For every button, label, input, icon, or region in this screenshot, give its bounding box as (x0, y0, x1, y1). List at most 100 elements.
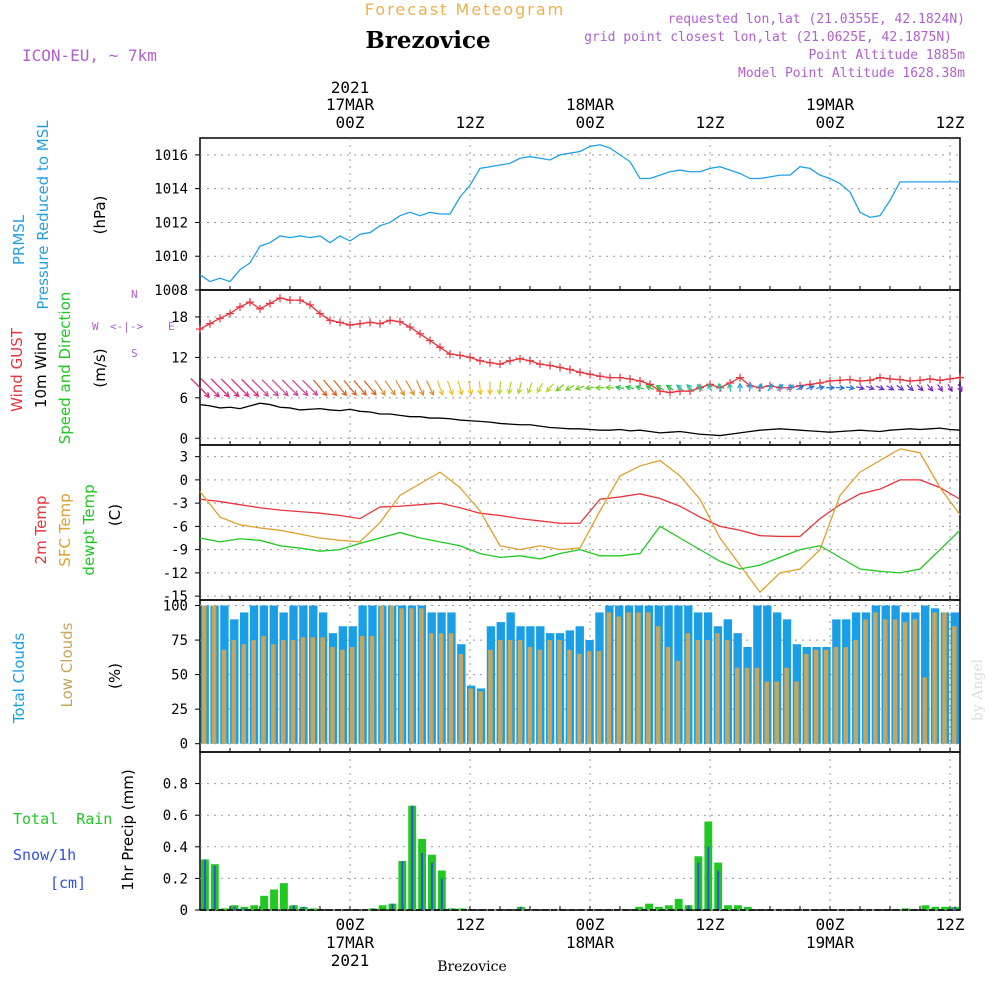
low-cloud-bar (330, 646, 335, 744)
low-cloud-bar (369, 635, 375, 744)
y-tick-label: 6 (180, 391, 188, 407)
precip-labels: Total Rain Snow/1h [cm] 1hr Precip (mm) (13, 769, 137, 892)
gust-marker (376, 319, 384, 328)
y-tick-label: 25 (171, 702, 188, 718)
snow-bar (243, 908, 246, 910)
series-prmsl (199, 144, 960, 283)
y-tick-label: 1016 (154, 148, 188, 164)
wind-arrow (353, 380, 367, 396)
precip-unit: 1hr Precip (mm) (119, 769, 137, 890)
gust-marker (626, 374, 634, 383)
gust-marker (236, 302, 244, 311)
snow-bar (450, 908, 453, 910)
gust-marker (326, 316, 334, 325)
snow-unit-label: [cm] (50, 874, 86, 892)
compass-e: E (168, 320, 175, 333)
gust-marker (406, 323, 414, 332)
bottom-time-label: 00Z (576, 915, 605, 934)
low-cloud-bar (211, 605, 217, 744)
low-cloud-bar (606, 612, 612, 744)
low-cloud-bar (359, 635, 365, 744)
wind-arrow (363, 380, 377, 396)
gust-marker (836, 376, 844, 385)
wind-arrow (786, 384, 795, 391)
snow-bar (440, 878, 443, 910)
rain-bar (674, 898, 683, 910)
gust-marker (486, 358, 494, 367)
rain-bar (279, 883, 288, 910)
gust-marker (556, 363, 564, 372)
top-date-label: 19MAR (806, 95, 855, 114)
wind-arrow (916, 384, 924, 392)
low-cloud-bar (626, 612, 631, 744)
gust-marker (656, 387, 664, 396)
low-cloud-bar (438, 633, 444, 744)
wind-direction-label: Speed and Direction (56, 292, 74, 445)
low-cloud-bar (468, 688, 473, 744)
low-cloud-bar (547, 640, 552, 744)
bottom-time-label: 00Z (336, 915, 365, 934)
y-tick-label: 0 (180, 431, 188, 447)
low-clouds-label: Low Clouds (58, 622, 76, 707)
low-cloud-bar (892, 619, 898, 744)
low-cloud-bar (596, 651, 602, 744)
low-cloud-bar (932, 612, 937, 744)
wind-arrow (776, 383, 784, 392)
rain-bar (220, 908, 229, 910)
y-tick-label: 0.2 (163, 871, 188, 887)
wind-arrow (796, 385, 805, 391)
gust-marker (806, 380, 814, 389)
rain-bar (941, 906, 950, 910)
bottom-time-label: 12Z (456, 915, 485, 934)
wind-arrow (574, 385, 585, 391)
low-cloud-bar (794, 681, 799, 744)
wind-10m-label: 10m Wind (32, 332, 50, 408)
wind-arrow (564, 384, 575, 391)
low-cloud-bar (656, 626, 661, 744)
wind-arrow (416, 380, 425, 397)
series-sfc-temp (199, 448, 961, 594)
wind-arrow (906, 384, 915, 392)
pressure-labels: PRMSL Pressure Reduced to MSL (hPa) (10, 120, 109, 310)
gust-marker (516, 354, 524, 363)
y-tick-label: 12 (171, 350, 188, 366)
wind-arrow (312, 379, 328, 397)
y-tick-label: -12 (163, 566, 188, 582)
low-cloud-bar (883, 619, 888, 744)
wind-arrow (866, 384, 875, 391)
rain-bar (260, 895, 269, 910)
low-cloud-bar (320, 637, 325, 744)
y-tick-label: 1012 (154, 215, 188, 231)
gust-marker (606, 373, 614, 382)
wind-arrow (190, 378, 211, 398)
low-cloud-bar (734, 667, 740, 744)
wind-arrow (343, 379, 357, 397)
wind-arrow (555, 384, 565, 392)
wind-arrow (937, 384, 944, 393)
gust-marker (496, 360, 504, 369)
y-tick-label: 0 (180, 903, 188, 919)
gust-marker (896, 375, 904, 384)
rain-bar (645, 903, 654, 910)
low-cloud-bar (429, 633, 434, 744)
wind-arrow (806, 385, 815, 391)
total-rain-label: Total Rain (13, 810, 112, 828)
model-point-altitude: Model Point Altitude 1628.38m (738, 66, 965, 81)
wind-arrow (291, 379, 309, 397)
low-cloud-bar (912, 619, 918, 744)
low-cloud-bar (458, 653, 464, 744)
wind-arrow (584, 384, 595, 391)
rain-bar (270, 889, 278, 910)
panel-4: 0 0.2 0.4 0.6 0.8 (163, 751, 961, 919)
gust-marker (466, 353, 474, 362)
gust-marker (526, 356, 534, 365)
gust-marker (446, 350, 454, 359)
low-cloud-bar (616, 616, 621, 744)
low-cloud-bar (804, 653, 809, 744)
gust-marker (366, 318, 374, 327)
low-cloud-bar (271, 644, 276, 744)
low-cloud-bar (695, 640, 700, 744)
gust-marker (276, 294, 284, 303)
gust-marker (256, 304, 264, 313)
